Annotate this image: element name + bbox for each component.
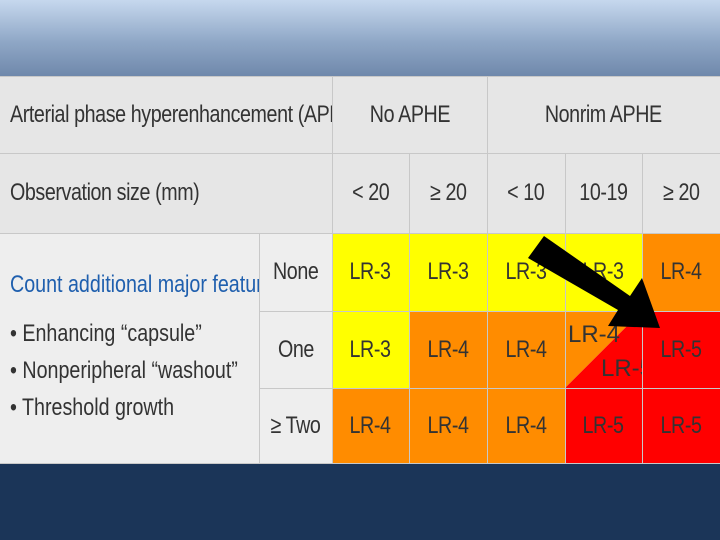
- grid-line: [259, 233, 260, 464]
- grid-line: [0, 76, 720, 77]
- nonrim-aphe-text: Nonrim APHE: [545, 100, 662, 128]
- grid-line: [0, 463, 720, 464]
- cell-text: LR-5: [660, 335, 702, 363]
- list-item: • Enhancing “capsule”: [10, 315, 259, 352]
- split-upper-label: LR-4: [568, 321, 621, 348]
- cell-text: LR-4: [349, 412, 392, 439]
- cell-text: LR-3: [349, 335, 392, 363]
- size-col-1-text: < 20: [351, 179, 390, 206]
- row-label-two-text: ≥ Two: [270, 412, 321, 439]
- no-aphe-header: No APHE: [332, 76, 487, 153]
- table-cell: LR-3: [565, 233, 642, 311]
- cell-text: LR-5: [660, 412, 702, 439]
- major-features-title-text: Count additional major features:: [10, 271, 289, 298]
- table-cell: LR-4: [409, 388, 487, 464]
- table-cell: LR-3: [332, 311, 409, 388]
- cell-text: LR-3: [582, 258, 625, 285]
- table-cell: LR-3: [409, 233, 487, 311]
- size-col-5-text: ≥ 20: [662, 179, 700, 206]
- aphe-header-text: Arterial phase hyperenhancement (APHE): [10, 100, 362, 128]
- list-item: • Threshold growth: [10, 389, 259, 426]
- row-label-one-text: One: [277, 335, 314, 363]
- cell-text: LR-4: [427, 335, 469, 363]
- size-col-3-text: < 10: [507, 179, 545, 206]
- cell-text: LR-5: [582, 412, 625, 439]
- table-cell: LR-5: [642, 388, 720, 464]
- size-col-1: < 20: [332, 153, 409, 233]
- grid-line: [565, 153, 566, 464]
- size-col-3: < 10: [487, 153, 565, 233]
- grid-line: [487, 76, 488, 464]
- table-cell: LR-3: [332, 233, 409, 311]
- table-cell: LR-3: [487, 233, 565, 311]
- table-cell: LR-4: [332, 388, 409, 464]
- feature-growth: • Threshold growth: [10, 394, 175, 421]
- row-label-none-text: None: [272, 258, 319, 285]
- size-col-2: ≥ 20: [409, 153, 487, 233]
- grid-line: [259, 311, 720, 312]
- size-header: Observation size (mm): [0, 153, 332, 233]
- grid-line: [642, 153, 643, 464]
- split-cell: LR-4 LR-5: [565, 311, 653, 388]
- size-col-4-text: 10-19: [579, 179, 628, 206]
- bottom-banner: [0, 464, 720, 540]
- size-col-4: 10-19: [565, 153, 642, 233]
- grid-line: [332, 76, 333, 464]
- major-features-list: • Enhancing “capsule” • Nonperipheral “w…: [10, 315, 259, 426]
- grid-line: [409, 153, 410, 464]
- cell-text: LR-3: [505, 258, 547, 285]
- grid-line: [0, 153, 720, 154]
- table-cell: LR-5: [565, 388, 642, 464]
- table-cell: LR-4: [409, 311, 487, 388]
- table-cell: LR-5: [642, 311, 720, 388]
- size-header-text: Observation size (mm): [10, 179, 200, 206]
- size-col-5: ≥ 20: [642, 153, 720, 233]
- row-label-two: ≥ Two: [259, 388, 332, 464]
- cell-text: LR-4: [660, 258, 702, 285]
- cell-text: LR-4: [427, 412, 469, 439]
- no-aphe-text: No APHE: [369, 100, 450, 128]
- major-features-title: Count additional major features:: [10, 271, 289, 299]
- table-cell: LR-4: [487, 388, 565, 464]
- feature-capsule: • Enhancing “capsule”: [10, 320, 202, 347]
- cell-text: LR-4: [505, 335, 547, 363]
- row-label-none: None: [259, 233, 332, 311]
- major-features-panel: Count additional major features: • Enhan…: [0, 233, 289, 464]
- cell-text: LR-4: [505, 412, 547, 439]
- grid-line: [0, 233, 720, 234]
- table-cell: LR-4: [487, 311, 565, 388]
- list-item: • Nonperipheral “washout”: [10, 352, 259, 389]
- feature-washout: • Nonperipheral “washout”: [10, 357, 238, 384]
- nonrim-aphe-header: Nonrim APHE: [487, 76, 720, 153]
- grid-line: [259, 388, 720, 389]
- size-col-2-text: ≥ 20: [429, 179, 467, 206]
- cell-text: LR-3: [427, 258, 469, 285]
- table-cell: LR-4: [642, 233, 720, 311]
- cell-text: LR-3: [349, 258, 392, 285]
- top-banner: [0, 0, 720, 76]
- aphe-header: Arterial phase hyperenhancement (APHE): [0, 76, 362, 153]
- row-label-one: One: [259, 311, 332, 388]
- split-cell-diagonal: [565, 311, 642, 388]
